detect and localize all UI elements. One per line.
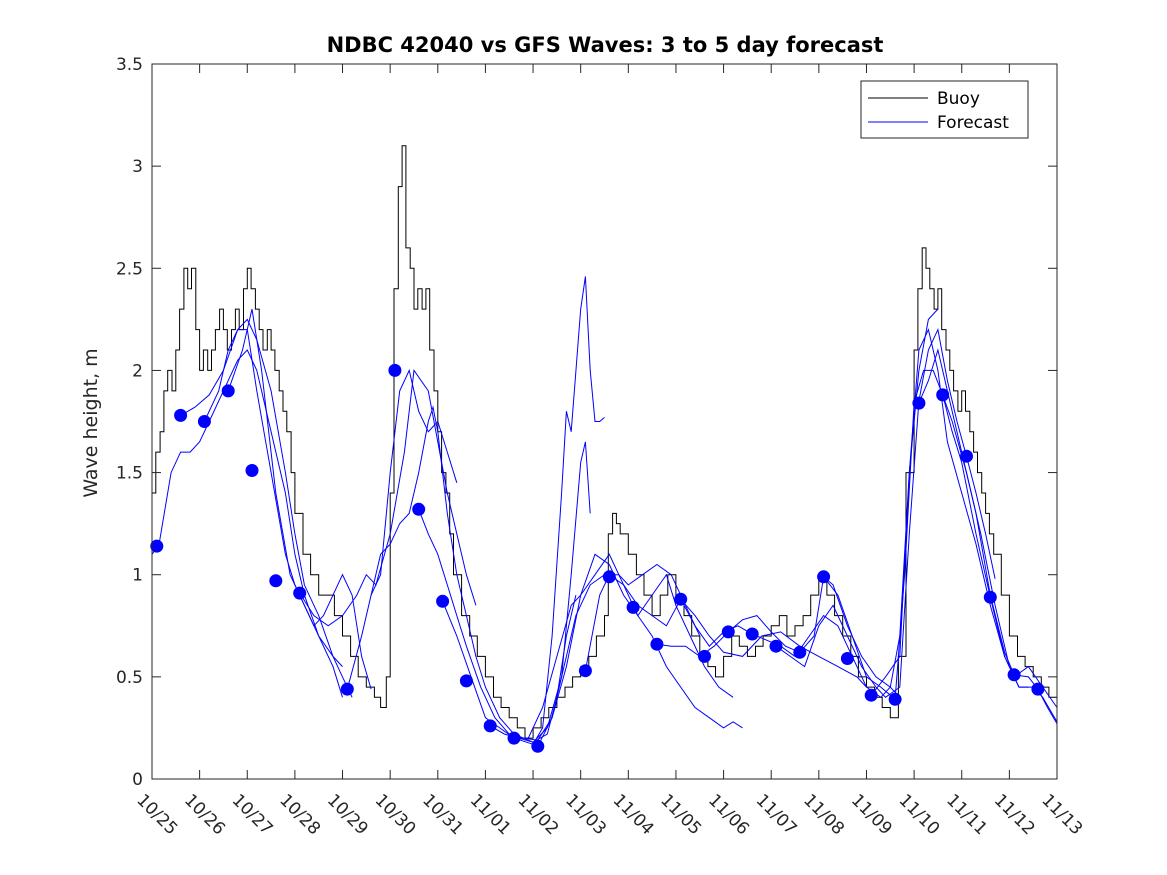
forecast-marker-9 — [388, 363, 402, 377]
forecast-marker-21 — [698, 649, 711, 663]
forecast-marker-32 — [960, 449, 973, 463]
forecast-marker-29 — [888, 692, 902, 706]
y-tick-label: 0 — [132, 770, 143, 790]
forecast-marker-14 — [507, 731, 521, 745]
forecast-marker-13 — [483, 719, 497, 733]
y-tick-label: 0.5 — [116, 668, 143, 688]
forecast-marker-33 — [983, 590, 997, 604]
chart-title: NDBC 42040 vs GFS Waves: 3 to 5 day fore… — [327, 33, 884, 57]
y-tick-label: 1.5 — [116, 464, 143, 484]
forecast-marker-17 — [602, 570, 616, 584]
forecast-marker-25 — [793, 645, 807, 659]
forecast-marker-26 — [817, 570, 831, 584]
forecast-marker-2 — [174, 408, 188, 422]
forecast-marker-18 — [626, 600, 640, 614]
y-tick-label: 1 — [132, 566, 143, 586]
forecast-marker-12 — [459, 674, 473, 688]
forecast-marker-4 — [221, 384, 235, 398]
forecast-marker-15 — [531, 739, 545, 753]
axes-box — [151, 63, 1058, 780]
forecast-marker-11 — [436, 594, 450, 608]
forecast-line-4 — [227, 308, 372, 690]
forecast-line-2 — [180, 318, 353, 698]
forecast-marker-7 — [293, 586, 307, 600]
forecast-marker-30 — [912, 396, 926, 410]
legend-buoy-label: Buoy — [937, 89, 980, 109]
forecast-line-13 — [584, 573, 867, 688]
y-tick-label: 3.5 — [116, 55, 143, 75]
forecast-marker-3 — [197, 415, 211, 428]
forecast-line-18 — [870, 328, 1058, 708]
buoy-series-line — [152, 145, 1058, 739]
forecast-line-3 — [203, 329, 343, 667]
forecast-marker-22 — [721, 625, 735, 639]
forecast-marker-10 — [412, 502, 426, 516]
forecast-marker-34 — [1007, 668, 1021, 682]
forecast-marker-31 — [936, 388, 950, 402]
forecast-marker-23 — [745, 627, 759, 641]
forecast-line-5 — [299, 369, 477, 627]
forecast-line-6 — [346, 368, 458, 690]
forecast-marker-28 — [864, 688, 878, 702]
forecast-line-1 — [151, 349, 343, 698]
legend: Buoy Forecast — [860, 80, 1029, 139]
forecast-marker-27 — [840, 652, 854, 665]
plot-area — [150, 145, 1058, 753]
legend-box — [860, 80, 1029, 139]
y-tick-label: 2.5 — [116, 259, 143, 279]
y-tick-label: 3 — [132, 157, 143, 177]
forecast-marker-6 — [269, 574, 283, 588]
forecast-marker-24 — [769, 639, 783, 653]
forecast-marker-20 — [674, 592, 688, 606]
forecast-line-9 — [442, 276, 605, 745]
forecast-line-10 — [489, 563, 701, 743]
forecast-marker-1 — [150, 539, 164, 553]
y-tick-label: 2 — [132, 361, 143, 381]
forecast-marker-8 — [340, 682, 354, 696]
legend-forecast-label: Forecast — [937, 113, 1009, 133]
forecast-marker-16 — [578, 664, 592, 678]
y-axis-label: Wave height, m — [80, 348, 102, 497]
forecast-line-11 — [514, 553, 743, 739]
forecast-marker-5 — [245, 464, 259, 477]
forecast-marker-35 — [1031, 682, 1045, 696]
forecast-marker-19 — [650, 637, 664, 651]
forecast-line-17 — [823, 369, 1029, 701]
